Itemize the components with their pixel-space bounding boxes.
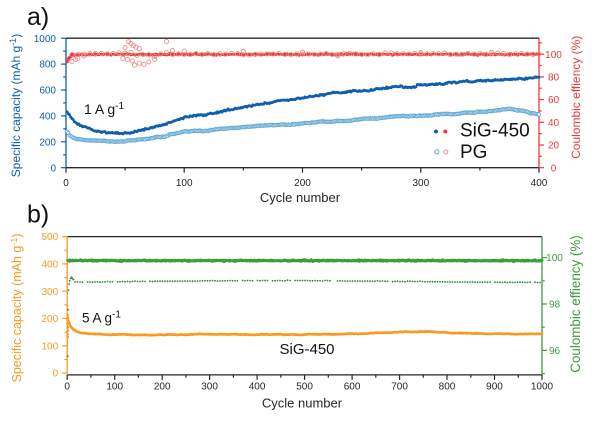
svg-text:60: 60: [548, 95, 560, 106]
svg-text:300: 300: [42, 287, 59, 298]
svg-text:80: 80: [548, 73, 560, 84]
svg-text:0: 0: [64, 382, 70, 393]
svg-text:600: 600: [39, 86, 56, 97]
svg-text:100: 100: [176, 178, 193, 189]
svg-text:0: 0: [551, 163, 557, 174]
svg-text:400: 400: [531, 178, 548, 189]
svg-text:200: 200: [294, 178, 311, 189]
svg-text:100: 100: [106, 382, 123, 393]
svg-text:Cycle number: Cycle number: [260, 190, 341, 205]
svg-text:200: 200: [42, 314, 59, 325]
svg-text:100: 100: [546, 253, 563, 264]
svg-text:500: 500: [296, 382, 313, 393]
svg-text:Cycle number: Cycle number: [262, 396, 343, 411]
svg-text:1000: 1000: [34, 34, 57, 45]
svg-text:Coulombic effiency (%): Coulombic effiency (%): [569, 36, 583, 159]
svg-text:a): a): [27, 3, 49, 31]
svg-text:1000: 1000: [531, 382, 554, 393]
svg-text:900: 900: [486, 382, 503, 393]
svg-text:Specific capacity (mAh g-1): Specific capacity (mAh g-1): [8, 34, 23, 177]
svg-text:300: 300: [201, 382, 218, 393]
svg-text:5 A g-1: 5 A g-1: [82, 310, 121, 326]
svg-text:0: 0: [50, 163, 56, 174]
svg-text:96: 96: [549, 346, 561, 357]
svg-text:98: 98: [549, 300, 561, 311]
svg-text:200: 200: [39, 137, 56, 148]
svg-text:100: 100: [42, 341, 59, 352]
svg-text:800: 800: [39, 60, 56, 71]
svg-text:400: 400: [42, 260, 59, 271]
svg-text:700: 700: [391, 382, 408, 393]
svg-text:100: 100: [545, 50, 562, 61]
svg-text:0: 0: [63, 178, 69, 189]
svg-text:600: 600: [344, 382, 361, 393]
svg-text:1 A g-1: 1 A g-1: [84, 101, 124, 117]
svg-text:0: 0: [53, 369, 59, 380]
svg-text:200: 200: [154, 382, 171, 393]
svg-text:20: 20: [548, 141, 560, 152]
svg-text:Specific capacity (mAh g-1): Specific capacity (mAh g-1): [9, 233, 24, 382]
svg-text:400: 400: [39, 112, 56, 123]
svg-text:Coulombic effiency (%): Coulombic effiency (%): [568, 235, 583, 372]
svg-text:500: 500: [42, 232, 59, 243]
svg-text:800: 800: [439, 382, 456, 393]
svg-text:SiG-450: SiG-450: [460, 120, 530, 141]
svg-text:400: 400: [249, 382, 266, 393]
svg-text:300: 300: [412, 178, 429, 189]
svg-text:PG: PG: [460, 142, 487, 163]
svg-text:SiG-450: SiG-450: [280, 341, 335, 358]
svg-text:b): b): [27, 201, 49, 229]
svg-text:40: 40: [548, 118, 560, 129]
